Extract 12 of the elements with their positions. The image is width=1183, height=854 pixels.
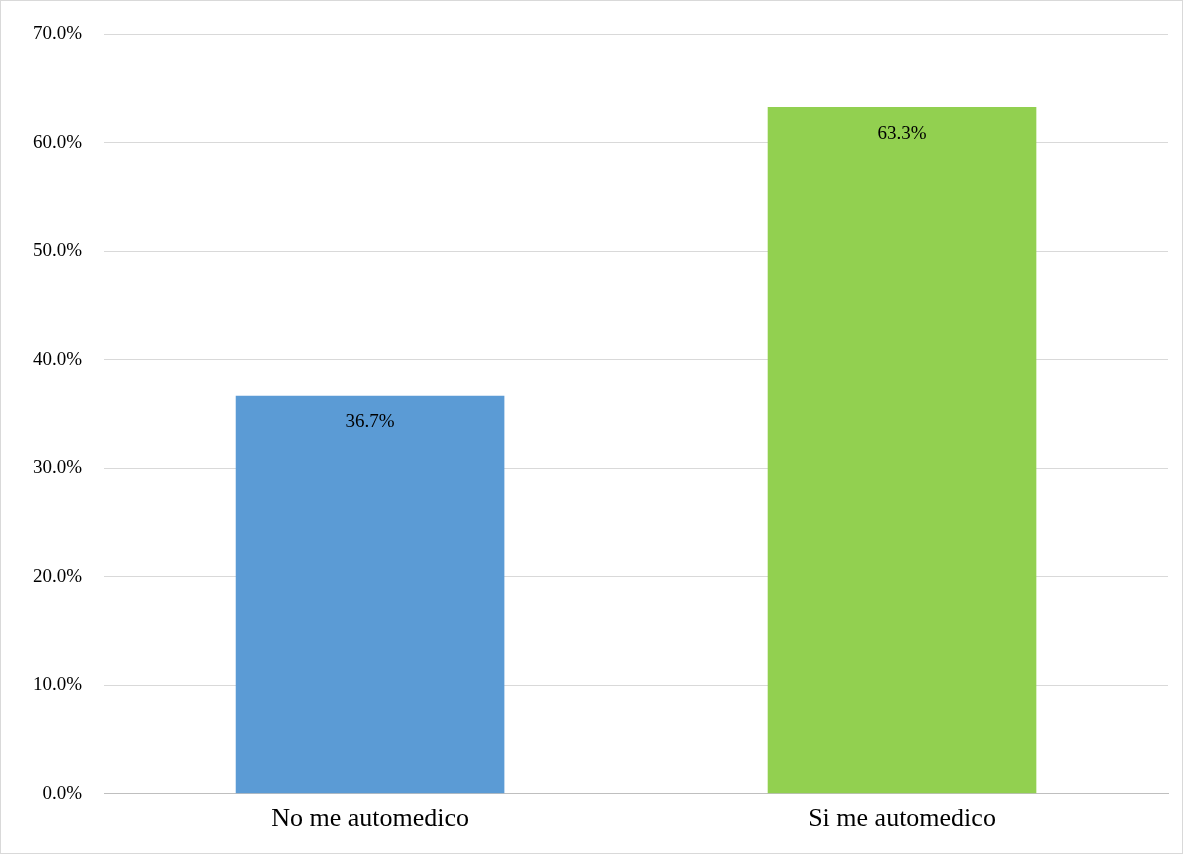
y-tick-label: 20.0% bbox=[33, 564, 83, 586]
y-tick-label: 10.0% bbox=[33, 673, 83, 695]
x-tick-label: Si me automedico bbox=[808, 803, 996, 833]
y-tick-label: 40.0% bbox=[33, 347, 83, 369]
data-label: 36.7% bbox=[345, 410, 395, 432]
y-tick-label: 50.0% bbox=[33, 239, 83, 261]
y-tick-label: 70.0% bbox=[33, 22, 83, 44]
y-tick-label: 0.0% bbox=[42, 781, 83, 803]
data-label: 63.3% bbox=[877, 121, 927, 143]
x-tick-label: No me automedico bbox=[271, 803, 469, 833]
y-tick-label: 60.0% bbox=[33, 130, 83, 152]
y-tick-label: 30.0% bbox=[33, 456, 83, 478]
